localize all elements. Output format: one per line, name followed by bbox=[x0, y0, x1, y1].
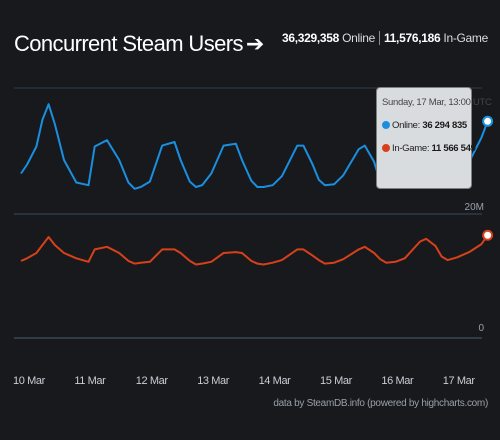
tooltip-online-row: Online: 36 294 835 bbox=[382, 120, 471, 131]
chart-credit[interactable]: data by SteamDB.info (powered by highcha… bbox=[273, 398, 488, 409]
stats-divider bbox=[378, 31, 380, 45]
x-tick-label: 17 Mar bbox=[443, 375, 476, 387]
tooltip-ingame-value: 11 566 549 bbox=[431, 143, 476, 154]
x-tick-label: 13 Mar bbox=[197, 375, 230, 387]
tooltip-ingame-row: In-Game: 11 566 549 bbox=[382, 143, 476, 154]
x-tick-label: 12 Mar bbox=[136, 375, 169, 387]
ingame-label: In-Game bbox=[443, 31, 488, 45]
y-tick-label: 20M bbox=[465, 202, 484, 213]
x-tick-label: 14 Mar bbox=[259, 375, 292, 387]
ingame-dot-icon bbox=[382, 144, 390, 152]
tooltip-ingame-label: In-Game: bbox=[392, 143, 430, 154]
ingame-count: 11,576,186 bbox=[383, 31, 441, 45]
online-count: 36,329,358 bbox=[281, 31, 340, 45]
hover-marker-ingame bbox=[482, 229, 494, 241]
x-tick-label: 11 Mar bbox=[74, 375, 106, 387]
arrow-right-icon: ➔ bbox=[245, 31, 264, 56]
user-stats: 36,329,358 Online 11,576,186 In-Game bbox=[282, 31, 488, 45]
x-tick-label: 16 Mar bbox=[381, 375, 414, 387]
y-tick-label: 0 bbox=[478, 323, 484, 334]
hover-marker-online bbox=[482, 115, 494, 127]
title-text: Concurrent Steam Users bbox=[14, 31, 243, 56]
series-line-ingame bbox=[20, 234, 489, 266]
tooltip-date: Sunday, 17 Mar, 13:00 UTC bbox=[382, 97, 492, 108]
page-title[interactable]: Concurrent Steam Users ➔ bbox=[14, 31, 264, 57]
online-dot-icon bbox=[382, 121, 390, 129]
online-label: Online bbox=[342, 31, 375, 45]
chart-tooltip: Sunday, 17 Mar, 13:00 UTC Online: 36 294… bbox=[376, 87, 492, 189]
tooltip-online-label: Online: bbox=[392, 120, 421, 131]
x-tick-label: 10 Mar bbox=[13, 375, 46, 387]
tooltip-online-value: 36 294 835 bbox=[422, 120, 467, 131]
x-tick-label: 15 Mar bbox=[320, 375, 353, 387]
